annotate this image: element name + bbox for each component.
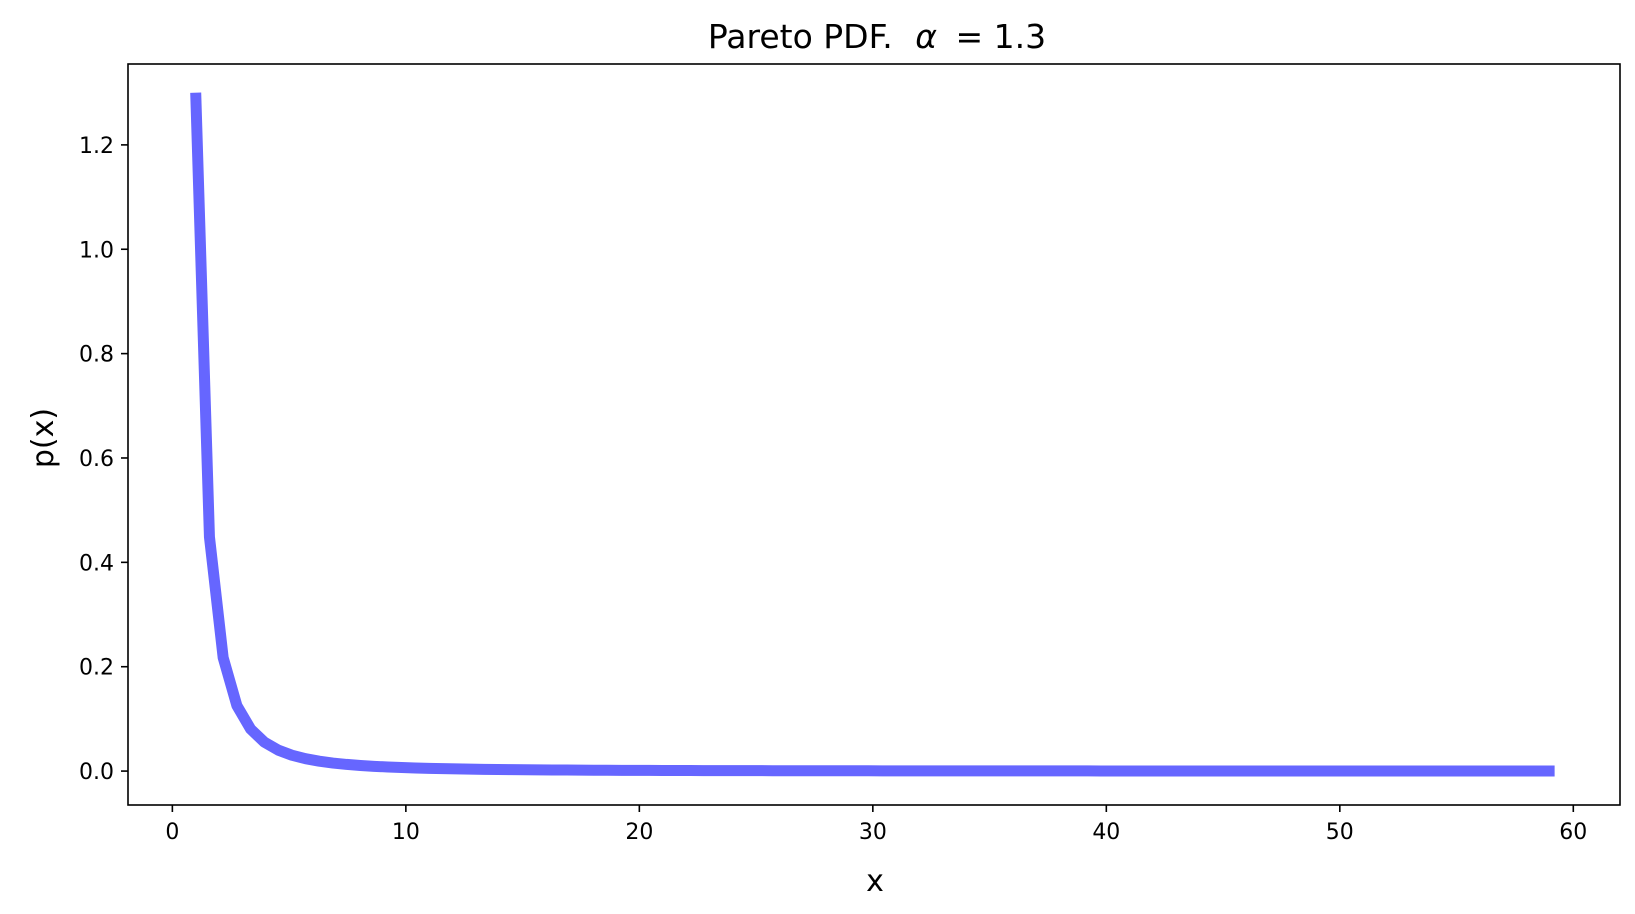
y-tick-label: 0.4 [79,551,114,576]
x-tick-label: 50 [1326,820,1354,845]
chart-title-suffix: = 1.3 [956,17,1047,56]
y-axis-label: p(x) [26,408,61,468]
chart-title-prefix: Pareto PDF. [708,17,893,56]
x-axis-label: x [866,864,884,899]
x-tick-label: 20 [625,820,653,845]
series-line-0 [190,92,1555,777]
y-tick-label: 0.2 [79,656,114,681]
x-tick-label: 10 [392,820,420,845]
chart-title-symbol: α [915,17,937,56]
y-tick-label: 0.8 [79,343,114,368]
axes-frame [127,63,1621,806]
plot-area: 0 10 20 30 40 50 60 0.0 0.2 0.4 0.6 0.8 1.0 1.2 [79,63,1621,845]
y-tick-label: 0.6 [79,447,114,472]
chart-title: Pareto PDF. α = 1.3 [708,17,1046,56]
y-tick-label: 0.0 [79,760,114,785]
x-tick-label: 40 [1092,820,1120,845]
x-tick-label: 30 [859,820,887,845]
y-tick-label: 1.0 [79,238,114,263]
x-tick-label: 0 [165,820,179,845]
y-tick-label: 1.2 [79,134,114,159]
x-tick-label: 60 [1559,820,1587,845]
